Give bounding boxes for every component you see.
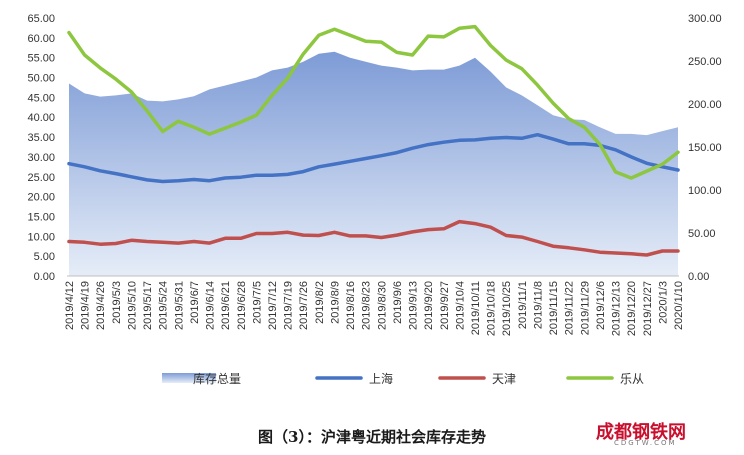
y-axis-left: 0.00 5.00 10.00 15.00 20.00 25.00 30.00 35.00 40… <box>27 13 55 283</box>
x-tick-label: 2019/10/18 <box>486 281 498 336</box>
series-line-2 <box>67 219 680 257</box>
y-left-tick-label: 45.00 <box>27 92 55 104</box>
x-tick-label: 2019/9/27 <box>439 281 451 330</box>
x-tick-label: 2019/6/7 <box>189 281 201 324</box>
x-tick-label: 2019/8/30 <box>376 281 388 330</box>
x-tick-label: 2019/7/26 <box>298 281 310 330</box>
x-tick-label: 2019/10/11 <box>470 281 482 335</box>
watermark-text: 成都钢铁网 <box>596 422 686 443</box>
x-tick-label: 2019/6/21 <box>220 281 232 330</box>
lines-layer <box>67 24 680 257</box>
legend-swatch <box>162 373 216 383</box>
y-right-tick-label: 100.00 <box>688 185 722 197</box>
y-left-tick-label: 55.00 <box>27 53 55 65</box>
legend-label: 乐从 <box>620 372 644 386</box>
x-tick-label: 2019/11/29 <box>579 281 591 335</box>
chart-caption: 图（3）：沪津粤近期社会库存走势 <box>258 428 486 446</box>
y-left-tick-label: 25.00 <box>27 172 55 184</box>
x-tick-label: 2019/9/6 <box>392 281 404 324</box>
watermark-subtext: CDGTW.COM <box>614 439 677 447</box>
x-tick-label: 2019/11/15 <box>548 281 560 335</box>
x-tick-label: 2019/5/3 <box>111 281 123 324</box>
x-tick-label: 2019/8/9 <box>329 281 341 324</box>
y-left-tick-label: 30.00 <box>27 152 55 164</box>
x-tick-label: 2019/11/8 <box>532 281 544 329</box>
x-tick-label: 2019/10/25 <box>501 281 513 336</box>
x-tick-label: 2019/6/14 <box>205 281 217 330</box>
x-tick-label: 2019/8/2 <box>314 281 326 324</box>
x-tick-label: 2019/8/16 <box>345 281 357 330</box>
x-tick-label: 2019/9/13 <box>408 281 420 330</box>
legend-label: 天津 <box>492 372 516 386</box>
x-tick-label: 2019/4/12 <box>64 281 76 330</box>
y-right-tick-label: 0.00 <box>688 271 709 283</box>
area-layer <box>69 51 678 277</box>
x-tick-label: 2019/6/28 <box>236 281 248 330</box>
x-tick-label: 2020/1/3 <box>657 281 669 324</box>
x-tick-label: 2019/12/20 <box>626 281 638 336</box>
y-left-tick-label: 60.00 <box>27 33 55 45</box>
y-left-tick-label: 50.00 <box>27 73 55 85</box>
legend: 库存总量 上海 天津 乐从 <box>162 371 644 386</box>
x-tick-label: 2019/5/24 <box>158 281 170 330</box>
y-left-tick-label: 65.00 <box>27 13 55 25</box>
x-tick-label: 2020/1/10 <box>673 281 685 330</box>
x-tick-label: 2019/9/20 <box>423 281 435 330</box>
y-right-tick-label: 150.00 <box>688 142 722 154</box>
y-left-tick-label: 20.00 <box>27 192 55 204</box>
x-tick-label: 2019/12/13 <box>611 281 623 336</box>
series-line-1 <box>67 132 680 184</box>
x-tick-label: 2019/7/12 <box>267 281 279 330</box>
y-right-tick-label: 200.00 <box>688 99 722 111</box>
y-axis-right: 0.00 50.00 100.00 150.00 200.00 250.00 300.00 <box>688 13 722 283</box>
y-left-tick-label: 40.00 <box>27 112 55 124</box>
chart-canvas: 0.00 5.00 10.00 15.00 20.00 25.00 30.00 35.00 40… <box>27 13 722 386</box>
x-tick-label: 2019/11/22 <box>564 281 576 335</box>
y-left-tick-label: 0.00 <box>34 271 55 283</box>
x-tick-label: 2019/8/23 <box>361 281 373 330</box>
x-tick-label: 2019/4/26 <box>95 281 107 330</box>
x-tick-label: 2019/11/1 <box>517 281 529 329</box>
x-tick-label: 2019/10/4 <box>454 281 466 330</box>
y-right-tick-label: 300.00 <box>688 13 722 25</box>
x-tick-label: 2019/5/31 <box>173 281 185 330</box>
x-tick-label: 2019/4/19 <box>80 281 92 330</box>
watermark-logo: 成都钢铁网 CDGTW.COM <box>596 418 716 450</box>
x-tick-label: 2019/5/10 <box>126 281 138 330</box>
y-right-tick-label: 250.00 <box>688 56 722 68</box>
x-axis: 2019/4/12 2019/4/19 2019/4/26 2019/5/3 2019/… <box>64 281 685 336</box>
x-tick-label: 2019/12/27 <box>642 281 654 336</box>
series-area-0 <box>69 51 678 277</box>
y-left-tick-label: 10.00 <box>27 231 55 243</box>
y-left-tick-label: 35.00 <box>27 132 55 144</box>
y-left-tick-label: 15.00 <box>27 211 55 223</box>
x-tick-label: 2019/7/19 <box>283 281 295 330</box>
legend-label: 上海 <box>369 371 393 386</box>
series-line-3 <box>67 24 680 180</box>
x-tick-label: 2019/7/5 <box>251 281 263 324</box>
x-tick-label: 2019/12/6 <box>595 281 607 330</box>
y-left-tick-label: 5.00 <box>34 251 55 263</box>
y-right-tick-label: 50.00 <box>688 228 716 240</box>
x-tick-label: 2019/5/17 <box>142 281 154 330</box>
legend-label: 库存总量 <box>193 371 241 386</box>
